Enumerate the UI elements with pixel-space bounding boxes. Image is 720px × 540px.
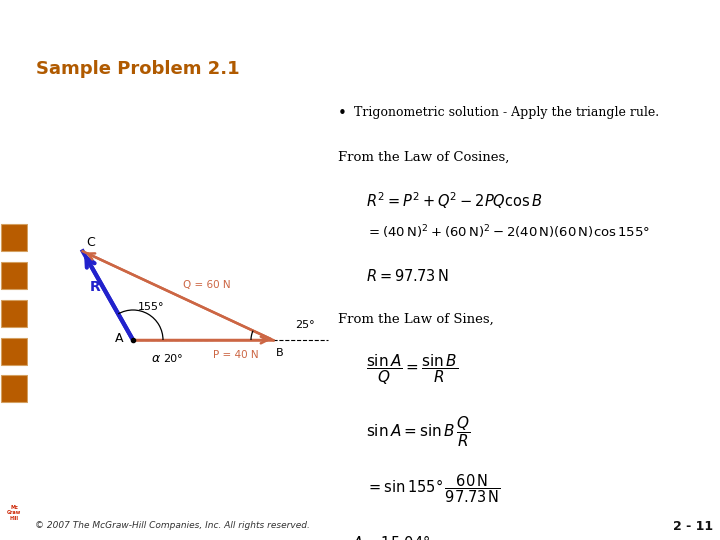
Text: Trigonometric solution - Apply the triangle rule.: Trigonometric solution - Apply the trian…: [354, 106, 659, 119]
Text: B: B: [276, 348, 284, 358]
Text: A: A: [115, 332, 124, 345]
Text: $A = 15.04°$: $A = 15.04°$: [352, 535, 431, 540]
Text: P = 40 N: P = 40 N: [213, 350, 258, 360]
Text: C: C: [86, 237, 96, 249]
Text: © 2007 The McGraw-Hill Companies, Inc. All rights reserved.: © 2007 The McGraw-Hill Companies, Inc. A…: [35, 522, 310, 530]
Text: Eighth
Edition: Eighth Edition: [1, 5, 27, 16]
Text: •: •: [338, 106, 347, 121]
Bar: [1, 300, 27, 327]
Text: $\alpha$: $\alpha$: [151, 352, 161, 365]
Bar: [1, 262, 27, 289]
Text: 20°: 20°: [163, 354, 183, 364]
Bar: [1, 338, 27, 364]
Bar: [1, 224, 27, 251]
Text: Sample Problem 2.1: Sample Problem 2.1: [36, 60, 240, 78]
Text: 2 - 11: 2 - 11: [673, 519, 713, 532]
Text: From the Law of Sines,: From the Law of Sines,: [338, 313, 494, 326]
Text: Mc
Graw
Hill: Mc Graw Hill: [7, 505, 21, 521]
Text: From the Law of Cosines,: From the Law of Cosines,: [338, 151, 509, 164]
Text: R: R: [90, 280, 101, 294]
Text: $= (40\,\mathrm{N})^2 + (60\,\mathrm{N})^2 - 2(40\,\mathrm{N})(60\,\mathrm{N})\c: $= (40\,\mathrm{N})^2 + (60\,\mathrm{N})…: [366, 224, 650, 241]
Text: $R^2 = P^2 + Q^2 - 2PQ\cos B$: $R^2 = P^2 + Q^2 - 2PQ\cos B$: [366, 190, 542, 211]
Text: 155°: 155°: [138, 302, 164, 312]
Text: $R = 97.73\,\mathrm{N}$: $R = 97.73\,\mathrm{N}$: [366, 268, 449, 285]
Text: $= \sin 155°\,\dfrac{60\,\mathrm{N}}{97.73\,\mathrm{N}}$: $= \sin 155°\,\dfrac{60\,\mathrm{N}}{97.…: [366, 473, 501, 505]
Text: $\sin A = \sin B\,\dfrac{Q}{R}$: $\sin A = \sin B\,\dfrac{Q}{R}$: [366, 414, 471, 449]
Text: $\dfrac{\sin A}{Q} = \dfrac{\sin B}{R}$: $\dfrac{\sin A}{Q} = \dfrac{\sin B}{R}$: [366, 353, 458, 387]
Bar: [0, 491, 28, 540]
Text: Vector Mechanics for Engineers: Statics: Vector Mechanics for Engineers: Statics: [36, 12, 629, 38]
Text: 25°: 25°: [295, 320, 315, 330]
Bar: [1, 375, 27, 402]
Text: Q = 60 N: Q = 60 N: [183, 280, 230, 289]
